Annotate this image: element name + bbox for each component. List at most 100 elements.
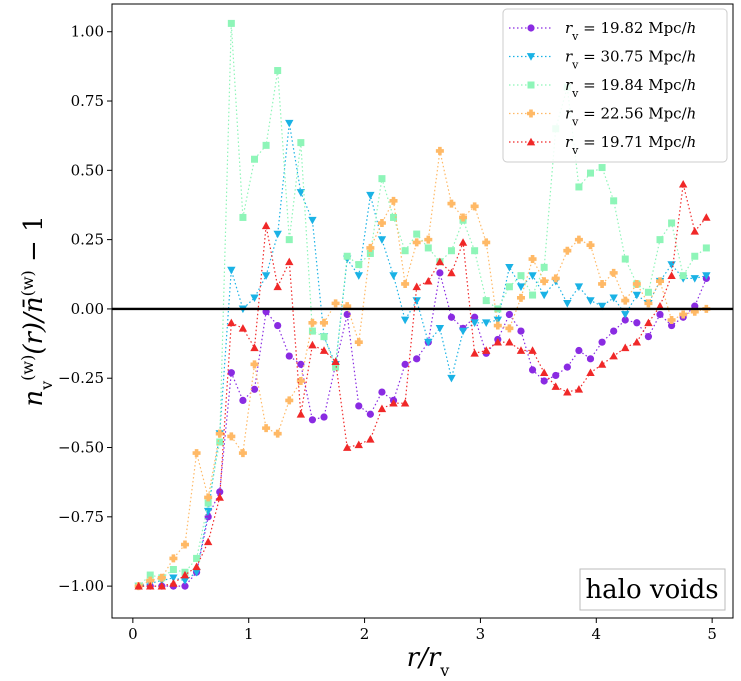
data-point — [181, 582, 189, 590]
legend-marker — [527, 81, 535, 89]
data-point — [516, 293, 525, 302]
data-point — [633, 319, 641, 327]
data-point — [308, 318, 317, 327]
data-point — [412, 282, 421, 291]
legend-marker — [526, 137, 536, 146]
data-point — [458, 238, 468, 246]
data-point — [203, 537, 213, 546]
data-point — [297, 360, 305, 368]
data-point — [146, 571, 154, 579]
data-point — [598, 338, 606, 346]
data-point — [505, 263, 514, 272]
data-point — [297, 139, 305, 147]
data-point — [528, 346, 537, 354]
data-point — [250, 385, 259, 393]
data-point — [574, 283, 584, 291]
data-point — [354, 338, 363, 347]
y-tick-label: 0.75 — [71, 92, 104, 110]
annotation-text: halo voids — [585, 575, 718, 605]
data-point — [691, 252, 699, 260]
data-point — [377, 236, 387, 244]
data-point — [667, 316, 676, 325]
series-1 — [135, 269, 710, 590]
data-point — [250, 294, 259, 303]
x-tick-label: 3 — [476, 625, 486, 643]
data-point — [250, 343, 259, 352]
data-point — [366, 435, 375, 443]
data-point — [702, 213, 711, 221]
data-point — [632, 337, 642, 346]
data-point — [482, 319, 491, 327]
data-point — [331, 299, 340, 308]
data-point — [586, 297, 595, 305]
legend-label: rv = 19.82 Mpc/h — [565, 19, 696, 43]
data-point — [668, 219, 676, 227]
data-point — [192, 562, 201, 571]
legend: rv = 19.82 Mpc/h rv = 30.75 Mpc/h rv = 19.… — [502, 8, 728, 163]
data-point — [505, 283, 513, 291]
data-point — [366, 191, 375, 200]
data-point — [528, 272, 537, 280]
data-point — [424, 277, 433, 285]
data-point — [482, 346, 491, 354]
data-point — [644, 299, 653, 308]
data-point — [342, 443, 352, 451]
data-point — [261, 221, 271, 230]
data-point — [447, 247, 455, 255]
x-tick-label: 0 — [128, 625, 138, 643]
data-point — [296, 189, 306, 197]
data-point — [366, 243, 375, 252]
x-axis-label: r/rv — [407, 643, 450, 680]
data-point — [644, 318, 653, 327]
data-point — [320, 318, 329, 327]
data-point — [261, 272, 271, 280]
data-point — [308, 416, 317, 424]
data-point — [563, 246, 572, 255]
data-point — [320, 413, 328, 421]
data-point — [586, 169, 594, 177]
data-point — [250, 360, 259, 369]
data-point — [470, 319, 479, 327]
data-point — [262, 424, 271, 433]
legend-label: rv = 30.75 Mpc/h — [565, 48, 696, 72]
y-tick-label: −0.75 — [58, 508, 104, 526]
x-tick-label: 4 — [592, 625, 602, 643]
data-point — [343, 252, 351, 260]
x-axis-ticks: 0 1 2 3 4 5 — [128, 618, 717, 643]
data-point — [239, 396, 247, 404]
data-point — [528, 366, 537, 374]
data-point — [389, 196, 398, 205]
plot-area — [112, 19, 733, 591]
data-point — [678, 179, 688, 188]
data-point — [539, 368, 549, 377]
data-point — [529, 291, 537, 299]
data-point — [598, 279, 607, 288]
data-point — [389, 272, 398, 280]
data-point — [436, 269, 444, 277]
y-axis-ticks: −1.00 −0.75 −0.50 −0.25 0.00 0.25 0.50 0.75 1.00 — [58, 23, 112, 595]
data-point — [180, 577, 190, 585]
data-point — [644, 333, 653, 341]
series-line — [138, 123, 707, 587]
data-point — [574, 235, 583, 244]
x-tick-label: 1 — [244, 625, 254, 643]
data-point — [308, 216, 317, 225]
data-point — [180, 540, 189, 549]
data-point — [400, 316, 410, 325]
data-point — [146, 581, 155, 590]
data-point — [273, 282, 282, 291]
x-tick-label: 2 — [360, 625, 370, 643]
data-point — [563, 387, 572, 396]
data-point — [609, 294, 618, 303]
series-4 — [134, 146, 711, 591]
data-point — [239, 213, 247, 221]
legend-entry-5: rv = 19.71 Mpc/h — [509, 133, 696, 157]
data-point — [227, 432, 236, 441]
data-point — [366, 249, 374, 257]
data-point — [285, 396, 294, 405]
data-point — [192, 568, 201, 577]
y-tick-label: 0.25 — [71, 231, 104, 249]
data-point — [204, 499, 212, 507]
data-point — [285, 352, 293, 360]
data-point — [169, 574, 178, 583]
